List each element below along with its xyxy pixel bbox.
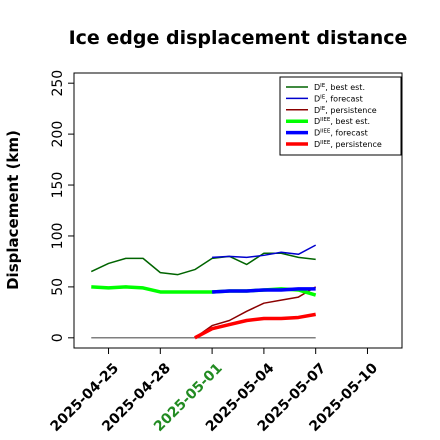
legend-entry: DIIEE, forecast	[314, 129, 368, 138]
legend-entry: DIE, forecast	[314, 94, 363, 103]
y-axis: 0 50 100 150 200 250	[50, 70, 74, 342]
legend-entry: DIE, best est.	[314, 83, 365, 92]
legend: DIE, best est. DIE, forecast DIE, persiste…	[279, 76, 402, 156]
series-line	[212, 287, 316, 294]
legend-entry: DIIEE, persistence	[314, 140, 382, 149]
series-line	[212, 244, 317, 259]
series-line	[90, 252, 316, 276]
series-lines	[90, 244, 317, 340]
y-tick-label: 150	[50, 172, 66, 199]
legend-entry: DIE, persistence	[314, 106, 377, 115]
y-tick-label: 200	[50, 121, 66, 148]
y-tick-label: 50	[50, 278, 66, 296]
y-tick-label: 0	[50, 333, 66, 342]
chart-title: Ice edge displacement distance	[69, 27, 408, 49]
legend-entry: DIIEE, best est.	[314, 117, 370, 126]
series-line	[194, 286, 317, 339]
legend-box	[279, 76, 402, 156]
plot-frame	[73, 72, 403, 349]
x-axis: 2025-04-252025-04-282025-05-012025-05-04…	[47, 348, 381, 435]
y-axis-label: Displacement (km)	[4, 130, 22, 290]
y-tick-label: 250	[50, 70, 66, 97]
y-tick-label: 100	[50, 223, 66, 250]
series-line	[194, 312, 316, 340]
